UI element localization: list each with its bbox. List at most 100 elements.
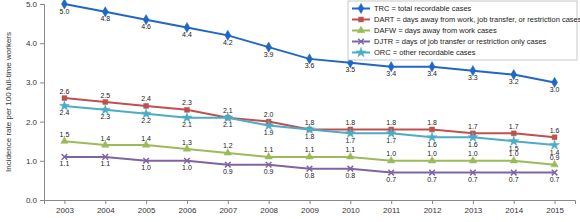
data-label: 2.4 [60,109,70,116]
y-tick: 0.0 [26,196,44,205]
data-label: 1.1 [60,160,70,167]
series-marker [348,166,354,172]
x-tick: 2013 [464,200,482,215]
x-tick-mark [146,200,147,204]
y-tick-label: 1.0 [26,157,38,166]
series-marker [103,100,108,105]
y-tick-label: 3.0 [26,78,38,87]
data-label: 1.8 [386,119,396,126]
series-marker [429,170,435,176]
legend-marker [358,3,364,13]
x-tick-label: 2013 [464,206,482,215]
data-label: 1.0 [182,164,192,171]
y-tick: 2.0 [26,118,44,127]
legend-item: ORC = other recordable cases [352,47,476,57]
data-label: 3.9 [264,51,274,58]
x-tick-mark [228,200,229,204]
data-label: 1.1 [100,160,110,167]
data-label: 2.3 [100,113,110,120]
y-tick-mark [40,161,44,162]
data-label: 0.9 [223,168,233,175]
x-tick-mark [64,200,65,204]
x-tick: 2014 [505,200,523,215]
legend-marker [357,26,364,32]
series-marker [102,154,108,160]
series-marker [469,157,476,163]
x-tick-label: 2010 [342,206,360,215]
x-tick-mark [187,200,188,204]
data-label: 0.8 [345,172,355,179]
series-line [64,141,554,165]
x-tick-mark [514,200,515,204]
data-label: 0.8 [305,172,315,179]
data-label: 1.0 [386,150,396,157]
y-tick-label: 2.0 [26,118,38,127]
series-line [64,157,554,173]
legend: TRC = total recordable cases DART = days … [348,1,580,60]
data-label: 1.8 [305,133,315,140]
data-label: 1.3 [182,139,192,146]
chart-svg: 0.01.02.03.04.05.02003200420052006200720… [0,0,580,222]
data-label: 0.9 [264,168,274,175]
data-label: 3.5 [345,66,355,73]
series-marker [224,149,231,155]
data-label: 2.6 [60,88,70,95]
series-marker [430,127,435,132]
x-tick: 2004 [97,200,115,215]
data-label: 1.7 [509,123,519,130]
series-marker [470,170,476,176]
data-label: 1.5 [60,131,70,138]
x-tick-mark [105,200,106,204]
legend-marker [356,47,366,56]
data-label: 1.8 [345,119,355,126]
legend-label: TRC = total recordable cases [374,4,472,13]
x-tick: 2010 [342,200,360,215]
data-label: 1.4 [100,135,110,142]
data-label: 4.4 [182,31,192,38]
data-label: 1.4 [550,149,560,156]
data-label: 2.5 [100,92,110,99]
series-line [64,106,554,145]
x-tick: 2011 [383,200,401,215]
chart: 0.01.02.03.04.05.02003200420052006200720… [0,0,580,222]
y-axis-title: Incidence rate per 100 full-time workers [4,32,13,172]
series-marker [510,157,517,163]
y-tick-mark [40,43,44,44]
series-marker [142,141,149,147]
x-tick-label: 2014 [505,206,523,215]
y-tick-label: 4.0 [26,39,38,48]
x-tick-mark [391,200,392,204]
y-axis-line [40,5,45,201]
x-tick-label: 2007 [219,206,237,215]
data-label: 1.2 [223,142,233,149]
y-axis: 0.0 1.0 2.0 3.0 4.0 5.0 [26,0,45,205]
x-axis: 2003200420052006200720082009201020112012… [45,200,576,215]
data-label: 2.2 [141,117,151,124]
data-label: 3.0 [550,86,560,93]
series-marker [265,153,272,159]
series-marker [511,131,516,136]
x-tick: 2015 [546,200,564,215]
legend-item: TRC = total recordable cases [352,3,472,13]
data-labels: 5.04.84.64.44.23.93.63.53.43.43.33.23.02… [60,8,560,184]
series-marker [428,157,435,163]
y-tick-mark [40,4,44,5]
x-tick-mark [269,200,270,204]
series-marker [61,137,68,143]
legend-item: DART = days away from work, job transfer… [352,15,580,24]
y-tick-label: 5.0 [26,0,38,9]
data-label: 1.9 [264,129,274,136]
data-label: 1.0 [141,164,151,171]
series-marker [266,162,272,168]
series-marker [387,157,394,163]
series-line [64,98,554,137]
x-tick-label: 2006 [179,206,197,215]
x-tick-label: 2005 [138,206,156,215]
series-marker [511,170,517,176]
data-label: 0.7 [427,176,437,183]
data-label: 1.8 [427,119,437,126]
series-marker [62,96,67,101]
x-tick: 2008 [260,200,278,215]
data-label: 0.7 [550,176,560,183]
data-label: 1.1 [345,146,355,153]
